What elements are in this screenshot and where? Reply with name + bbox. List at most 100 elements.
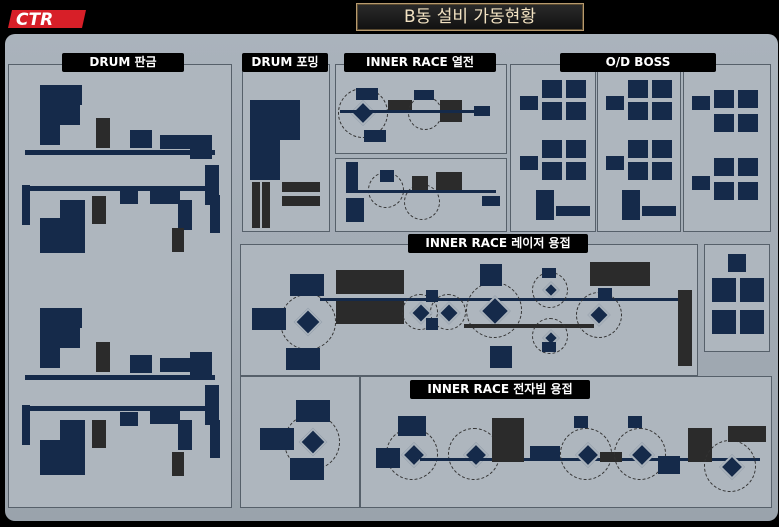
machine-idle[interactable] — [600, 452, 622, 462]
machine[interactable] — [210, 195, 220, 233]
machine[interactable] — [414, 90, 434, 100]
machine[interactable] — [40, 85, 60, 145]
machine[interactable] — [130, 130, 152, 148]
machine[interactable] — [714, 90, 734, 108]
machine[interactable] — [542, 342, 556, 352]
machine[interactable] — [40, 440, 85, 475]
machine-idle[interactable] — [436, 172, 462, 192]
machine[interactable] — [566, 140, 586, 158]
machine[interactable] — [60, 308, 82, 328]
machine-idle[interactable] — [492, 418, 524, 462]
machine[interactable] — [520, 96, 538, 110]
machine[interactable] — [536, 190, 554, 220]
machine[interactable] — [738, 182, 758, 200]
machine-idle[interactable] — [92, 420, 106, 448]
machine[interactable] — [628, 102, 648, 120]
machine[interactable] — [652, 140, 672, 158]
machine[interactable] — [542, 80, 562, 98]
machine[interactable] — [22, 185, 30, 225]
machine[interactable] — [598, 288, 612, 298]
machine[interactable] — [178, 200, 192, 230]
machine[interactable] — [380, 170, 394, 182]
machine[interactable] — [738, 90, 758, 108]
machine[interactable] — [628, 80, 648, 98]
machine[interactable] — [426, 290, 438, 302]
machine[interactable] — [530, 446, 560, 458]
machine-idle[interactable] — [282, 196, 320, 206]
machine-idle[interactable] — [590, 262, 650, 286]
machine[interactable] — [474, 106, 490, 116]
machine[interactable] — [740, 278, 764, 302]
machine[interactable] — [346, 162, 358, 190]
machine[interactable] — [482, 196, 500, 206]
machine[interactable] — [574, 416, 588, 428]
machine[interactable] — [628, 140, 648, 158]
machine[interactable] — [566, 80, 586, 98]
machine[interactable] — [190, 135, 212, 159]
machine[interactable] — [210, 420, 220, 458]
machine[interactable] — [712, 278, 736, 302]
machine[interactable] — [296, 400, 330, 422]
machine[interactable] — [364, 130, 386, 142]
machine-idle[interactable] — [252, 182, 260, 228]
machine[interactable] — [714, 182, 734, 200]
machine[interactable] — [252, 308, 286, 330]
machine[interactable] — [712, 310, 736, 334]
machine[interactable] — [606, 156, 624, 170]
machine-idle[interactable] — [412, 176, 428, 190]
machine[interactable] — [260, 428, 294, 450]
machine-idle[interactable] — [96, 342, 110, 372]
machine[interactable] — [738, 158, 758, 176]
machine[interactable] — [150, 410, 180, 424]
machine-idle[interactable] — [172, 228, 184, 252]
machine[interactable] — [728, 254, 746, 272]
machine[interactable] — [628, 416, 642, 428]
machine[interactable] — [286, 348, 320, 370]
machine[interactable] — [542, 102, 562, 120]
machine[interactable] — [120, 412, 138, 426]
machine[interactable] — [556, 206, 590, 216]
machine[interactable] — [120, 190, 138, 204]
machine[interactable] — [606, 96, 624, 110]
machine[interactable] — [130, 355, 152, 373]
machine[interactable] — [290, 458, 324, 480]
machine[interactable] — [356, 88, 378, 100]
machine[interactable] — [190, 352, 212, 376]
machine[interactable] — [480, 264, 502, 286]
machine-idle[interactable] — [336, 300, 404, 324]
machine-idle[interactable] — [388, 100, 412, 112]
machine[interactable] — [652, 80, 672, 98]
machine-idle[interactable] — [172, 452, 184, 476]
machine-idle[interactable] — [336, 270, 404, 294]
machine[interactable] — [714, 114, 734, 132]
machine[interactable] — [566, 102, 586, 120]
machine[interactable] — [250, 140, 280, 180]
machine[interactable] — [250, 100, 300, 140]
machine[interactable] — [542, 140, 562, 158]
machine[interactable] — [160, 358, 190, 372]
machine[interactable] — [426, 318, 438, 330]
machine-idle[interactable] — [728, 426, 766, 442]
machine[interactable] — [376, 448, 400, 468]
machine[interactable] — [60, 105, 80, 125]
machine[interactable] — [60, 200, 85, 220]
machine[interactable] — [60, 420, 85, 440]
machine[interactable] — [652, 162, 672, 180]
machine[interactable] — [692, 176, 710, 190]
machine[interactable] — [205, 385, 219, 425]
machine[interactable] — [40, 308, 60, 368]
machine[interactable] — [714, 158, 734, 176]
machine-idle[interactable] — [678, 290, 692, 366]
machine-idle[interactable] — [96, 118, 110, 148]
machine[interactable] — [60, 85, 82, 105]
machine[interactable] — [178, 420, 192, 450]
machine[interactable] — [490, 346, 512, 368]
machine[interactable] — [290, 274, 324, 296]
machine[interactable] — [22, 405, 30, 445]
machine[interactable] — [622, 190, 640, 220]
machine[interactable] — [692, 96, 710, 110]
machine-idle[interactable] — [464, 324, 594, 328]
machine[interactable] — [652, 102, 672, 120]
machine-idle[interactable] — [262, 182, 270, 228]
machine[interactable] — [520, 156, 538, 170]
